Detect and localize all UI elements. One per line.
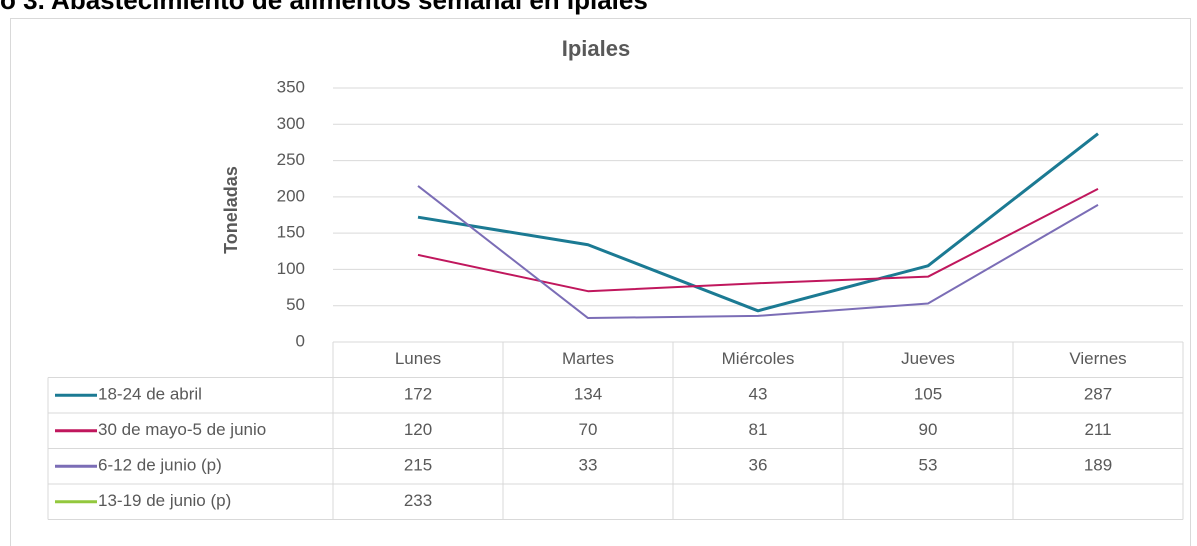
x-tick-label: Jueves — [901, 349, 955, 368]
y-tick-label: 350 — [277, 77, 305, 96]
y-axis-label: Toneladas — [221, 166, 241, 254]
series-line — [417, 185, 1099, 320]
page-heading: o 3. Abastecimiento de alimentos semanal… — [0, 0, 648, 15]
legend-label: 30 de mayo-5 de junio — [98, 420, 266, 439]
y-tick-label: 150 — [277, 223, 305, 242]
table-value: 36 — [749, 456, 768, 475]
y-tick-label: 200 — [277, 186, 305, 205]
chart-border — [10, 18, 1191, 546]
y-tick-label: 0 — [296, 331, 305, 350]
table-value: 105 — [914, 385, 942, 404]
table-value: 134 — [574, 385, 602, 404]
legend-label: 18-24 de abril — [98, 385, 202, 404]
table-value: 43 — [749, 385, 768, 404]
x-tick-label: Miércoles — [722, 349, 795, 368]
table-value: 53 — [919, 456, 938, 475]
y-tick-label: 50 — [286, 295, 305, 314]
table-value: 189 — [1084, 456, 1112, 475]
legend-label: 6-12 de junio (p) — [98, 456, 222, 475]
table-value: 211 — [1084, 420, 1111, 439]
legend-label: 13-19 de junio (p) — [98, 491, 231, 510]
table-value: 120 — [404, 420, 432, 439]
table-value: 81 — [749, 420, 768, 439]
table-value: 287 — [1084, 385, 1112, 404]
x-tick-label: Lunes — [395, 349, 441, 368]
table-value: 70 — [579, 420, 598, 439]
table-value: 233 — [404, 491, 432, 510]
series-line — [417, 132, 1099, 313]
table-value: 172 — [404, 385, 432, 404]
table-value: 33 — [579, 456, 598, 475]
chart-title: Ipiales — [562, 36, 630, 61]
series-line — [417, 187, 1099, 293]
y-tick-label: 100 — [277, 259, 305, 278]
x-tick-label: Martes — [562, 349, 614, 368]
y-tick-label: 250 — [277, 150, 305, 169]
y-tick-label: 300 — [277, 114, 305, 133]
x-tick-label: Viernes — [1069, 349, 1126, 368]
table-value: 215 — [404, 456, 432, 475]
table-value: 90 — [919, 420, 938, 439]
